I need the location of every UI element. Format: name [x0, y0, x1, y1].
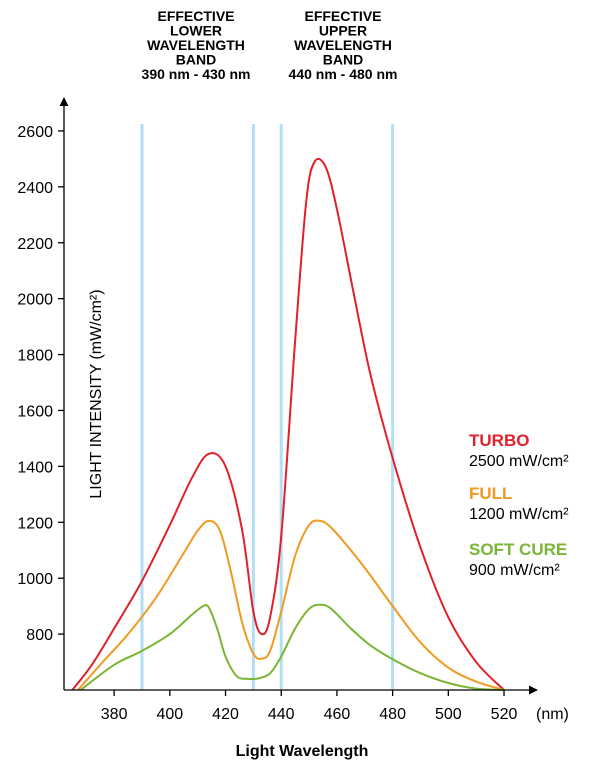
band-title-line: LOWER — [170, 23, 222, 39]
band-title-line: EFFECTIVE — [304, 8, 381, 24]
y-tick-label: 1400 — [17, 459, 53, 476]
y-ticks: 800 1000 1200 1400 1600 1800 2000 2200 2400 2600 — [17, 124, 64, 644]
y-tick-label: 2400 — [17, 180, 53, 197]
upper-band-title: EFFECTIVE UPPER WAVELENGTH BAND 440 nm - 480… — [289, 8, 398, 82]
soft-cure-legend-name: SOFT CURE — [469, 540, 567, 559]
y-tick-label: 2200 — [17, 236, 53, 253]
band-title-line: WAVELENGTH — [147, 37, 245, 53]
turbo-legend-value: 2500 mW/cm² — [469, 453, 569, 470]
legend: TURBO 2500 mW/cm² FULL 1200 mW/cm² SOFT CURE… — [469, 431, 569, 579]
y-tick-label: 1600 — [17, 403, 53, 420]
turbo-legend-name: TURBO — [469, 431, 529, 450]
y-tick-label: 1200 — [17, 515, 53, 532]
x-tick-label: 420 — [212, 706, 239, 723]
x-tick-label: 520 — [491, 706, 518, 723]
full-legend-value: 1200 mW/cm² — [469, 506, 569, 523]
band-title-line: WAVELENGTH — [294, 37, 392, 53]
band-title-line: BAND — [176, 52, 216, 68]
wavelength-bands — [140, 124, 395, 690]
soft-cure-legend-value: 900 mW/cm² — [469, 562, 560, 579]
x-tick-label: 480 — [379, 706, 406, 723]
x-ticks: 380 400 420 440 460 480 500 520 — [101, 690, 518, 723]
x-tick-label: 500 — [435, 706, 462, 723]
x-axis-title: Light Wavelength — [236, 743, 369, 760]
axes — [59, 97, 538, 695]
y-tick-label: 1800 — [17, 348, 53, 365]
band-titles: EFFECTIVE LOWER WAVELENGTH BAND 390 nm - 430… — [142, 8, 398, 82]
soft-cure-curve — [80, 603, 505, 691]
lower-band-title: EFFECTIVE LOWER WAVELENGTH BAND 390 nm - 430… — [142, 8, 251, 82]
band-title-line: UPPER — [319, 23, 367, 39]
y-tick-label: 800 — [26, 627, 53, 644]
band-title-line: 390 nm - 430 nm — [142, 66, 251, 82]
y-tick-label: 1000 — [17, 571, 53, 588]
full-legend-name: FULL — [469, 484, 512, 503]
band-title-line: EFFECTIVE — [157, 8, 234, 24]
intensity-curves — [71, 157, 505, 691]
turbo-curve — [71, 157, 505, 691]
x-tick-label: 380 — [101, 706, 128, 723]
band-title-line: 440 nm - 480 nm — [289, 66, 398, 82]
y-tick-label: 2000 — [17, 292, 53, 309]
x-axis-unit: (nm) — [536, 706, 569, 723]
full-curve — [77, 519, 505, 691]
x-tick-label: 460 — [324, 706, 351, 723]
band-title-line: BAND — [323, 52, 363, 68]
x-tick-label: 440 — [268, 706, 295, 723]
x-tick-label: 400 — [156, 706, 183, 723]
y-axis-title: LIGHT INTENSITY (mW/cm²) — [88, 289, 105, 498]
y-tick-label: 2600 — [17, 124, 53, 141]
